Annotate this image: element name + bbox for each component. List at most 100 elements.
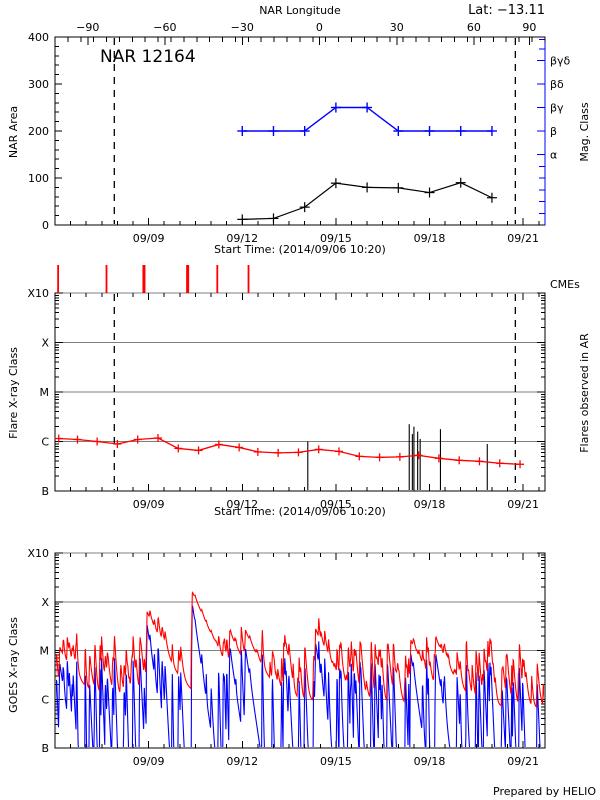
xtick-label-mid: 09/18: [414, 498, 446, 511]
ar-background-point: [475, 457, 484, 466]
ar-background-point: [253, 447, 262, 456]
xtick-label-mid: 09/12: [226, 498, 258, 511]
ar-background-point: [516, 460, 525, 469]
ytick-label-bot: X: [41, 596, 49, 609]
mag-class-tick-label: βδ: [550, 78, 564, 91]
mag-class-point: [424, 126, 435, 136]
mag-class-tick-label: β: [550, 125, 557, 138]
ytick-label-bot: C: [41, 693, 49, 706]
ytick-label-bot: B: [41, 742, 49, 755]
ar-background-point: [194, 446, 203, 455]
nar-area-point: [299, 202, 310, 213]
goes-long-channel-line: [56, 591, 544, 709]
x2tick-label-top: −60: [153, 21, 176, 34]
ar-background-point: [434, 454, 443, 463]
mag-class-point: [486, 126, 497, 136]
mag-class-point: [330, 102, 341, 113]
xtick-label-bot: 09/15: [320, 755, 352, 768]
ar-background-point: [274, 448, 283, 457]
ytick-label-mid: C: [41, 436, 49, 449]
ytick-label-top: 300: [28, 78, 49, 91]
nar-area-point: [268, 213, 279, 224]
ar-background-point: [294, 448, 303, 457]
start-time-axis-title-mid: Start Time: (2014/09/06 10:20): [214, 505, 386, 518]
x2tick-label-top: 30: [390, 21, 404, 34]
xtick-label-top: 09/21: [507, 232, 539, 245]
xtick-label-bot: 09/21: [507, 755, 539, 768]
xtick-label-top: 09/15: [320, 232, 352, 245]
mag-class-tick-label: α: [550, 149, 557, 162]
mag-class-point: [393, 126, 404, 136]
ar-background-point: [73, 435, 82, 444]
nar-area-point: [424, 187, 435, 198]
nar-longitude-axis-title: NAR Longitude: [259, 4, 341, 17]
xtick-label-bot: 09/12: [226, 755, 258, 768]
xtick-label-mid: 09/21: [507, 498, 539, 511]
cmes-legend-label: CMEs: [550, 278, 580, 291]
panel-goes-class: GOES X-ray Class B C M X X10 09/09 09/12 09/15 0…: [7, 547, 546, 768]
ar-background-point: [174, 444, 183, 453]
panel-flare-class: Flare X-ray Class Flares observed in AR …: [7, 265, 591, 518]
flares-observed-axis-title: Flares observed in AR: [578, 333, 591, 453]
ytick-label-mid: X: [41, 337, 49, 350]
ar-background-point: [414, 451, 423, 460]
mag-class-point: [268, 126, 279, 136]
x2tick-label-top: −30: [231, 21, 254, 34]
ytick-label-top: 400: [28, 31, 49, 44]
panel-nar-area: NAR Longitude Lat: −13.11 NAR 12164 NAR …: [7, 3, 591, 256]
ar-background-point: [54, 434, 63, 443]
ar-background-point: [113, 439, 122, 448]
nar-area-point: [486, 192, 497, 203]
latitude-annotation: Lat: −13.11: [468, 3, 545, 18]
ar-background-point: [375, 453, 384, 462]
mag-class-point: [455, 126, 466, 136]
xtick-label-bot: 09/09: [133, 755, 165, 768]
ytick-label-mid: M: [40, 386, 50, 399]
nar-area-point: [362, 182, 373, 193]
start-time-axis-title-top: Start Time: (2014/09/06 10:20): [214, 243, 386, 256]
nar-area-point: [330, 178, 341, 189]
x2tick-label-top: 90: [522, 21, 536, 34]
ytick-label-top: 0: [42, 219, 49, 232]
ytick-label-top: 100: [28, 172, 49, 185]
x2tick-label-top: 60: [467, 21, 481, 34]
nar-area-point: [393, 182, 404, 193]
ar-background-point: [235, 443, 244, 452]
mag-class-point: [362, 102, 373, 113]
ar-background-point: [455, 456, 464, 465]
mag-class-point: [237, 126, 248, 136]
mag-class-axis-title: Mag. Class: [578, 102, 591, 161]
ar-background-point: [93, 437, 102, 446]
mag-class-tick-label: βγδ: [550, 55, 571, 68]
ytick-label-bot: M: [40, 645, 50, 658]
goes-xray-class-axis-title: GOES X-ray Class: [7, 617, 20, 713]
xtick-label-mid: 09/09: [133, 498, 165, 511]
ytick-label-bot: X10: [27, 547, 49, 560]
page-title: NAR 12164: [100, 47, 196, 67]
x2tick-label-top: −90: [76, 21, 99, 34]
ar-background-point: [395, 452, 404, 461]
x2tick-label-top: 0: [316, 21, 323, 34]
ar-background-point: [133, 435, 142, 444]
xtick-label-top: 09/09: [133, 232, 165, 245]
ar-background-point: [153, 434, 162, 443]
nar-area-point: [237, 214, 248, 225]
mag-class-tick-label: βγ: [550, 102, 564, 115]
ytick-label-mid: X10: [27, 287, 49, 300]
ar-background-point: [335, 447, 344, 456]
ar-background-point: [495, 459, 504, 468]
xtick-label-top: 09/12: [226, 232, 258, 245]
xtick-label-mid: 09/15: [320, 498, 352, 511]
goes-curves-group: [56, 591, 544, 747]
nar-area-axis-title: NAR Area: [7, 106, 20, 158]
ar-background-point: [214, 440, 223, 449]
goes-short-channel-line: [56, 604, 541, 747]
xtick-label-top: 09/18: [414, 232, 446, 245]
ar-background-point: [314, 445, 323, 454]
ytick-label-mid: B: [41, 485, 49, 498]
ytick-label-top: 200: [28, 125, 49, 138]
mag-class-point: [299, 126, 310, 136]
nar-area-point: [455, 177, 466, 188]
footer-credit: Prepared by HELIO: [493, 785, 596, 798]
